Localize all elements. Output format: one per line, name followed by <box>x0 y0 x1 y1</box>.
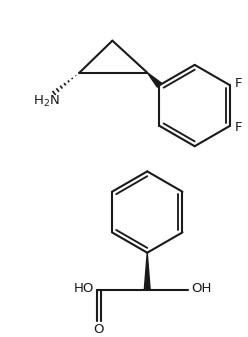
Text: OH: OH <box>191 282 211 295</box>
Text: F: F <box>235 121 242 134</box>
Text: HO: HO <box>74 282 94 295</box>
Text: H$_2$N: H$_2$N <box>33 94 60 109</box>
Text: F: F <box>235 77 242 90</box>
Polygon shape <box>144 253 150 289</box>
Polygon shape <box>147 72 161 87</box>
Text: O: O <box>93 324 104 336</box>
